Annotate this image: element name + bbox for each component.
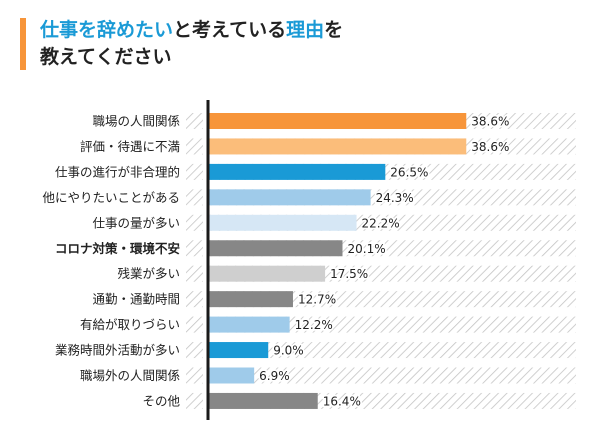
category-label: 評価・待遇に不満 xyxy=(80,139,180,154)
row-hatch-swatch xyxy=(186,316,203,333)
title-text: と考えている xyxy=(173,19,287,41)
row-hatch-swatch xyxy=(186,163,203,180)
value-label: 38.6% xyxy=(471,115,509,129)
bar xyxy=(208,189,371,206)
bar xyxy=(208,113,467,129)
row-hatch-swatch xyxy=(186,113,203,129)
category-label: その他 xyxy=(142,393,180,408)
category-label: 仕事の量が多い xyxy=(92,215,180,230)
value-label: 16.4% xyxy=(323,394,361,408)
title-highlight-reason: 仕事を辞めたい xyxy=(40,19,174,41)
bar xyxy=(208,138,467,155)
chart-title: 仕事を辞めたいと考えている理由を 教えてください xyxy=(40,17,343,71)
category-label: コロナ対策・環境不安 xyxy=(55,241,180,256)
bar xyxy=(208,392,318,409)
row-hatch-band xyxy=(208,367,576,384)
title-text-2: を xyxy=(324,19,344,41)
category-label: 有給が取りづらい xyxy=(80,317,180,332)
row-hatch-swatch xyxy=(186,265,203,282)
category-label: 仕事の進行が非合理的 xyxy=(55,164,180,179)
bar xyxy=(208,316,290,333)
value-label: 6.9% xyxy=(259,369,290,383)
category-label: 職場外の人間関係 xyxy=(80,368,180,383)
row-hatch-band xyxy=(208,316,576,333)
value-label: 20.1% xyxy=(347,242,385,256)
value-label: 22.2% xyxy=(362,216,400,230)
bar xyxy=(208,240,343,257)
bar xyxy=(208,214,357,231)
title-accent-bar xyxy=(20,18,26,70)
value-label: 9.0% xyxy=(273,344,304,358)
row-hatch-swatch xyxy=(186,342,203,359)
row-hatch-swatch xyxy=(186,367,203,384)
category-label: 残業が多い xyxy=(117,266,180,281)
bar xyxy=(208,367,255,384)
bar xyxy=(208,342,269,359)
row-hatch-swatch xyxy=(186,392,203,409)
title-highlight-reason-2: 理由 xyxy=(286,19,325,41)
row-hatch-band xyxy=(208,291,576,308)
bar xyxy=(208,265,326,282)
row-hatch-swatch xyxy=(186,240,203,257)
category-label: 通勤・通勤時間 xyxy=(92,292,180,307)
value-label: 24.3% xyxy=(376,191,414,205)
row-hatch-band xyxy=(208,342,576,359)
category-label: 業務時間外活動が多い xyxy=(55,343,180,358)
value-label: 12.7% xyxy=(298,293,336,307)
title-line-2: 教えてください xyxy=(40,46,172,68)
value-label: 26.5% xyxy=(390,165,428,179)
category-label: 他にやりたいことがある xyxy=(42,190,180,205)
row-hatch-swatch xyxy=(186,214,203,231)
value-label: 17.5% xyxy=(330,267,368,281)
value-label: 38.6% xyxy=(471,140,509,154)
row-hatch-swatch xyxy=(186,291,203,308)
row-hatch-swatch xyxy=(186,138,203,155)
bar xyxy=(208,163,386,180)
row-hatch-swatch xyxy=(186,189,203,206)
bar xyxy=(208,291,293,308)
category-label: 職場の人間関係 xyxy=(92,114,180,129)
value-label: 12.2% xyxy=(295,318,333,332)
